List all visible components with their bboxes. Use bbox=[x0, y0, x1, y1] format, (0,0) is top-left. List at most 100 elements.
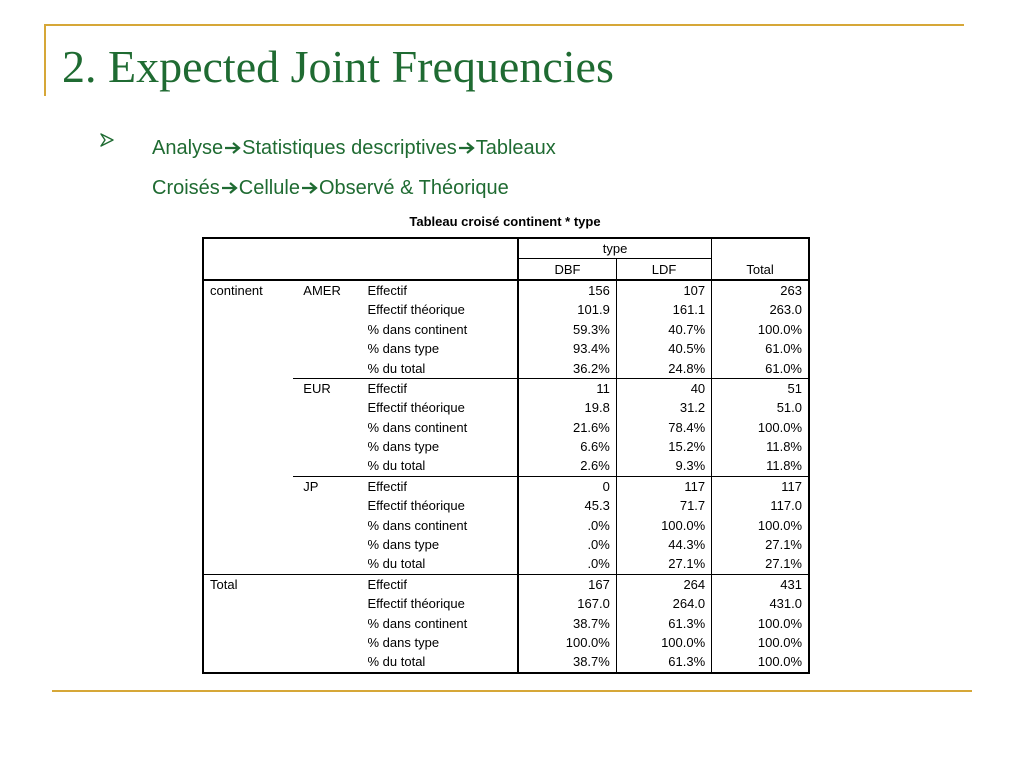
frame-bottom-rule bbox=[52, 690, 972, 692]
header-dbf: DBF bbox=[518, 258, 617, 281]
value-cell: 40.7% bbox=[616, 319, 713, 339]
value-cell: 100.0% bbox=[757, 635, 802, 650]
value-cell: 117.0 bbox=[770, 498, 802, 514]
table-row: % du total .0% 27.1% 27.1% bbox=[203, 554, 809, 575]
value-cell: 117 bbox=[616, 475, 713, 497]
table-row: EUR Effectif 11 40 51 bbox=[203, 377, 809, 477]
value-cell: 51 bbox=[711, 377, 809, 399]
value-cell: 0 bbox=[518, 475, 617, 497]
group-label: AMER bbox=[303, 282, 341, 298]
value-cell: 44.3% bbox=[616, 534, 713, 555]
value-cell: 100.0% bbox=[757, 517, 802, 533]
table-row: % du total 38.7% 61.3% 100.0% bbox=[203, 652, 809, 673]
value-cell: 61.3% bbox=[616, 613, 713, 633]
stat-label: % dans type bbox=[361, 436, 520, 457]
stat-label: Effectif bbox=[361, 573, 520, 595]
header-row-group: type Total bbox=[203, 238, 809, 281]
table-row: % dans continent 38.7% 61.3% 100.0% bbox=[203, 613, 809, 633]
header-type-group: type bbox=[518, 238, 713, 260]
table-row: Effectif théorique 19.8 31.2 51.0 bbox=[203, 398, 809, 418]
stat-label: Effectif bbox=[361, 279, 520, 301]
stat-label: % dans type bbox=[361, 632, 520, 653]
stat-label: % dans continent bbox=[361, 613, 520, 633]
value-cell: 264 bbox=[616, 573, 713, 595]
value-cell: 101.9 bbox=[518, 300, 617, 320]
table-row: Effectif théorique 101.9 161.1 263.0 bbox=[203, 300, 809, 320]
stat-label: Effectif bbox=[361, 475, 520, 497]
value-cell: 38.7% bbox=[518, 613, 617, 633]
value-cell: 38.7% bbox=[518, 652, 617, 673]
stat-label: % du total bbox=[361, 358, 520, 379]
crosstab-body: type Total DBF LDF continent AMER Effectif 156 1… bbox=[203, 238, 809, 673]
value-cell: 27.1% bbox=[765, 537, 802, 553]
stat-label: Effectif théorique bbox=[361, 594, 520, 614]
value-cell: 156 bbox=[518, 279, 617, 301]
slide-title: 2. Expected Joint Frequencies bbox=[62, 41, 614, 92]
value-cell: 36.2% bbox=[518, 358, 617, 379]
value-cell: .0% bbox=[518, 534, 617, 555]
header-ldf: LDF bbox=[616, 258, 713, 281]
crosstab-table: type Total DBF LDF continent AMER Effectif 156 1… bbox=[202, 237, 810, 674]
value-cell: 27.1% bbox=[616, 554, 713, 575]
value-cell: 6.6% bbox=[518, 436, 617, 457]
value-cell: 100.0% bbox=[616, 632, 713, 653]
value-cell: 167.0 bbox=[518, 594, 617, 614]
table-row: % dans continent .0% 100.0% 100.0% bbox=[203, 515, 809, 535]
value-cell: 100.0% bbox=[757, 419, 802, 435]
menu-step-croises: Croisés bbox=[152, 177, 220, 199]
value-cell: 431.0 bbox=[769, 596, 802, 612]
menu-path-line-2: Croisés Cellule Observé & Théorique bbox=[152, 168, 556, 208]
value-cell: 107 bbox=[616, 279, 713, 301]
value-cell: 19.8 bbox=[518, 398, 617, 418]
value-cell: 167 bbox=[518, 573, 617, 595]
table-row: % dans continent 21.6% 78.4% 100.0% bbox=[203, 417, 809, 437]
value-cell: 40 bbox=[616, 377, 713, 399]
value-cell: 59.3% bbox=[518, 319, 617, 339]
menu-step-analyse: Analyse bbox=[152, 137, 224, 159]
value-cell: 11.8% bbox=[766, 439, 802, 455]
bullet-arrowhead-icon bbox=[100, 133, 114, 147]
right-arrow-icon bbox=[225, 142, 241, 154]
table-caption: Tableau croisé continent * type bbox=[409, 214, 601, 229]
value-cell: 161.1 bbox=[616, 300, 713, 320]
value-cell: 61.0% bbox=[765, 341, 802, 357]
value-cell: 100.0% bbox=[616, 515, 713, 535]
menu-path-line-1: Analyse Statistiques descriptives Tableaux bbox=[152, 128, 556, 168]
value-cell: 264.0 bbox=[616, 594, 713, 614]
table-row: Total Effectif 167 264 431 bbox=[203, 573, 809, 673]
table-row: Effectif théorique 45.3 71.7 117.0 bbox=[203, 496, 809, 516]
value-cell: 117 bbox=[711, 475, 809, 497]
total-label: Total bbox=[203, 573, 362, 673]
value-cell: 31.2 bbox=[616, 398, 713, 418]
value-cell: 93.4% bbox=[518, 338, 617, 359]
value-cell: 21.6% bbox=[518, 417, 617, 437]
stat-label: % du total bbox=[361, 456, 520, 477]
value-cell: 78.4% bbox=[616, 417, 713, 437]
stat-label: Effectif théorique bbox=[361, 300, 520, 320]
value-cell: 11.8% bbox=[766, 458, 802, 474]
stat-label: Effectif bbox=[361, 377, 520, 399]
menu-step-observe: Observé & Théorique bbox=[318, 177, 509, 199]
menu-step-tableaux: Tableaux bbox=[475, 137, 556, 159]
stat-label: % du total bbox=[361, 652, 520, 673]
row-dim-continent: continent bbox=[210, 282, 263, 298]
value-cell: 24.8% bbox=[616, 358, 713, 379]
value-cell: 100.0% bbox=[757, 654, 802, 670]
frame-top-rule bbox=[44, 24, 964, 26]
value-cell: 27.1% bbox=[765, 556, 802, 572]
value-cell: 45.3 bbox=[518, 496, 617, 516]
group-label: JP bbox=[293, 475, 362, 575]
right-arrow-icon bbox=[301, 182, 318, 194]
stat-label: Effectif théorique bbox=[361, 398, 520, 418]
header-row-cols: DBF LDF bbox=[203, 258, 809, 281]
stat-label: % dans continent bbox=[361, 515, 520, 535]
menu-step-statistiques: Statistiques descriptives bbox=[242, 137, 457, 159]
value-cell: 100.0% bbox=[757, 321, 802, 337]
value-cell: 71.7 bbox=[616, 496, 713, 516]
table-row: % dans type 100.0% 100.0% 100.0% bbox=[203, 632, 809, 653]
value-cell: 9.3% bbox=[616, 456, 713, 477]
table-row: % dans continent 59.3% 40.7% 100.0% bbox=[203, 319, 809, 339]
stat-label: Effectif théorique bbox=[361, 496, 520, 516]
value-cell: 11 bbox=[518, 377, 617, 399]
table-row: JP Effectif 0 117 117 bbox=[203, 475, 809, 575]
